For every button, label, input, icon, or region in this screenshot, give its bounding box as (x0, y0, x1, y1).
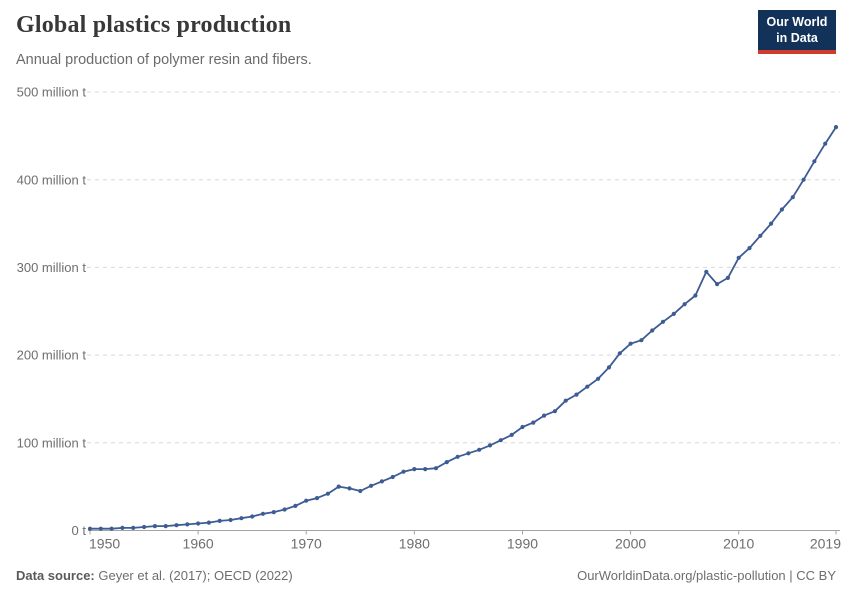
data-point (639, 338, 644, 343)
data-point (174, 523, 179, 528)
data-point (98, 526, 103, 531)
data-point (596, 376, 601, 381)
x-axis-tick-label: 1970 (291, 536, 322, 552)
data-line-world (89, 126, 837, 530)
line-chart-plot-area: 0 t 100 million t 200 million t 300 million… (17, 85, 842, 552)
data-point (509, 432, 514, 437)
data-point (790, 195, 795, 200)
data-point (336, 484, 341, 489)
data-source: Data source: Geyer et al. (2017); OECD (… (16, 568, 293, 583)
data-point (650, 328, 655, 333)
data-point (660, 319, 666, 324)
data-point (758, 233, 763, 238)
data-point (574, 392, 579, 397)
data-point (239, 516, 244, 521)
data-point (131, 525, 136, 531)
data-point (769, 221, 774, 226)
data-point (196, 521, 201, 526)
y-axis-tick-label: 400 million t (17, 172, 87, 187)
data-point (542, 413, 547, 418)
data-point (271, 509, 276, 515)
x-axis-tick-label: 2010 (723, 536, 754, 552)
data-point (693, 293, 698, 298)
chart-title: Global plastics production (16, 12, 292, 38)
data-point (152, 524, 157, 529)
data-point (671, 311, 676, 316)
x-axis-tick-label: 2019 (810, 536, 841, 552)
data-point (801, 177, 806, 182)
data-point (704, 269, 709, 274)
data-point (185, 522, 190, 527)
data-point (304, 498, 309, 503)
data-point (585, 384, 590, 389)
x-axis-tick-label: 1990 (507, 536, 538, 552)
data-point (725, 275, 731, 280)
data-point (390, 474, 395, 480)
y-axis-tick-label: 0 t (72, 523, 87, 538)
data-point (260, 511, 266, 516)
data-point (715, 282, 720, 287)
data-point (423, 467, 428, 472)
credit-link[interactable]: OurWorldinData.org/plastic-pollution | C… (577, 568, 836, 583)
data-point (477, 447, 482, 452)
data-point (401, 469, 406, 474)
data-point (455, 454, 460, 459)
data-point (487, 443, 493, 448)
data-point (369, 483, 374, 488)
data-point (87, 526, 93, 531)
data-point (563, 398, 568, 403)
owid-logo-line1: Our World (766, 15, 828, 29)
y-axis-tick-label: 200 million t (17, 348, 87, 363)
x-axis-tick-label: 1950 (89, 536, 120, 552)
x-axis-tick-label: 1980 (399, 536, 430, 552)
data-point (379, 479, 384, 484)
x-axis-tick-label: 1960 (183, 536, 214, 552)
data-point (325, 491, 330, 496)
data-point (812, 159, 817, 164)
data-point (617, 351, 622, 356)
data-point (531, 420, 536, 425)
data-point (142, 524, 147, 530)
data-point (412, 467, 417, 472)
data-point (682, 302, 687, 307)
data-point (520, 424, 525, 430)
data-point (736, 255, 741, 260)
data-point (250, 514, 255, 519)
data-point (120, 525, 125, 531)
data-point (358, 488, 363, 494)
data-point (206, 520, 211, 525)
data-point (228, 517, 233, 523)
y-axis-tick-label: 300 million t (17, 260, 87, 275)
data-point (779, 207, 785, 212)
data-point (163, 524, 168, 529)
data-point (498, 438, 503, 443)
data-point (314, 496, 320, 501)
data-point (823, 141, 828, 146)
data-point (282, 507, 287, 512)
data-point (552, 409, 558, 414)
y-axis-tick-label: 100 million t (17, 435, 87, 450)
x-axis-tick-label: 2000 (615, 536, 646, 552)
data-point (444, 460, 449, 465)
owid-logo[interactable]: Our World in Data (758, 10, 836, 55)
data-point (747, 246, 752, 251)
y-axis-tick-label: 500 million t (17, 85, 87, 100)
chart-subtitle: Annual production of polymer resin and f… (16, 52, 312, 68)
data-point (466, 451, 471, 456)
data-point (109, 526, 114, 531)
data-point (833, 125, 839, 130)
data-point (606, 365, 612, 370)
data-point (217, 518, 222, 524)
data-point (433, 466, 439, 471)
data-point (347, 486, 352, 491)
data-source-label: Data source: (16, 568, 95, 583)
data-source-value: Geyer et al. (2017); OECD (2022) (94, 568, 293, 583)
owid-logo-line2: in Data (776, 30, 818, 45)
data-point (628, 341, 633, 346)
data-point (293, 503, 298, 508)
